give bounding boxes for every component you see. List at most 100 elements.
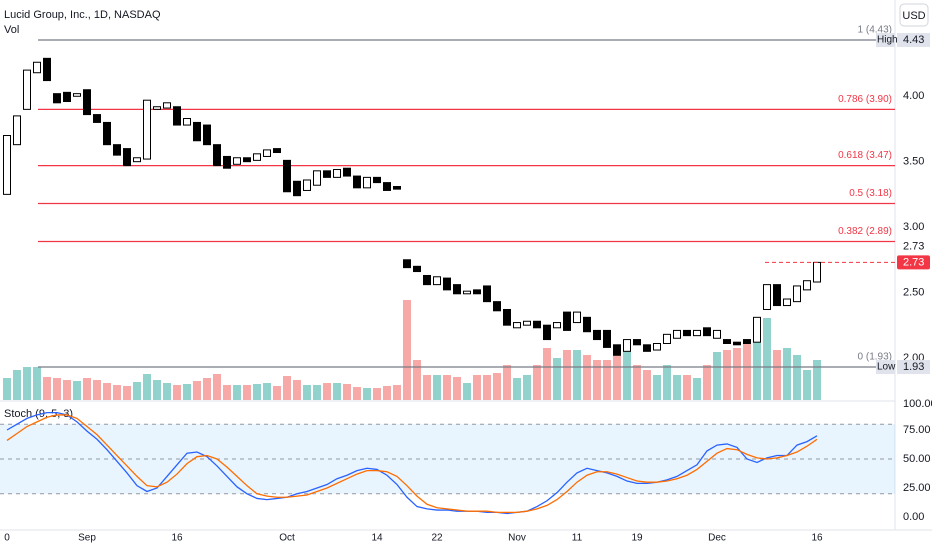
volume-bar — [703, 365, 711, 400]
candle-body — [73, 93, 81, 97]
candle-body — [173, 106, 181, 126]
volume-bar — [93, 380, 101, 400]
volume-bar — [663, 365, 671, 400]
candle-body — [233, 157, 241, 165]
currency-label[interactable]: USD — [902, 10, 925, 22]
volume-bar — [443, 375, 451, 400]
stoch-tick-label: 50.00 — [903, 453, 931, 465]
volume-bar — [763, 318, 771, 400]
time-tick-label: Oct — [279, 533, 295, 544]
candle-body — [483, 285, 491, 303]
candle-body — [563, 311, 571, 331]
low-badge-value-bg — [897, 360, 930, 375]
candle-body — [143, 99, 151, 160]
candle-body — [193, 121, 201, 142]
time-tick-label: Dec — [708, 533, 726, 544]
candle-body — [533, 320, 541, 329]
low-badge-value: 1.93 — [903, 361, 924, 373]
volume-bar — [813, 360, 821, 400]
volume-bar — [593, 360, 601, 400]
volume-bar — [453, 377, 461, 400]
high-badge-value-bg — [897, 33, 930, 48]
candle-body — [223, 155, 231, 169]
candle-body — [273, 148, 281, 154]
time-tick-label: 16 — [811, 533, 823, 544]
volume-bar — [123, 386, 131, 400]
currency-button[interactable] — [899, 3, 929, 27]
candle-body — [203, 124, 211, 146]
volume-bar — [493, 373, 501, 400]
candle-body — [383, 182, 391, 191]
candle-body — [323, 170, 331, 178]
candle-body — [13, 115, 21, 146]
candle-body — [393, 186, 401, 190]
stoch-tick-label: 75.00 — [903, 424, 931, 436]
candle-body — [813, 261, 821, 283]
candle-body — [663, 333, 671, 344]
volume-bar — [603, 360, 611, 400]
last-price-badge-text: 2.73 — [903, 256, 924, 268]
candle-body — [693, 329, 701, 337]
time-tick-label: 0 — [4, 533, 10, 544]
candle-body — [473, 289, 481, 295]
candle-body — [43, 57, 51, 82]
volume-bar — [193, 381, 201, 400]
stoch-tick-label: 25.00 — [903, 482, 931, 494]
candle-body — [403, 259, 411, 269]
volume-bar — [643, 370, 651, 400]
volume-bar — [793, 355, 801, 400]
volume-bar — [333, 383, 341, 400]
volume-bar — [523, 375, 531, 400]
volume-bar — [343, 384, 351, 400]
price-tick-label: 3.00 — [903, 221, 924, 233]
time-tick-label: 22 — [431, 533, 443, 544]
candle-body — [303, 179, 311, 191]
volume-bar — [623, 348, 631, 400]
volume-bar — [483, 375, 491, 400]
candle-body — [253, 153, 261, 161]
candle-body — [683, 329, 691, 337]
candle-body — [763, 284, 771, 310]
candle-body — [123, 148, 131, 167]
candle-body — [503, 308, 511, 326]
candle-body — [3, 135, 11, 195]
candle-body — [103, 121, 111, 146]
volume-bar — [273, 386, 281, 400]
high-badge-value: 4.43 — [903, 34, 924, 46]
candle-body — [773, 284, 781, 307]
price-tick-label: 2.50 — [903, 286, 924, 298]
volume-bar — [413, 360, 421, 400]
candle-body — [333, 169, 341, 178]
candle-body — [753, 316, 761, 343]
volume-bar — [653, 375, 661, 400]
volume-bar — [313, 385, 321, 400]
candle-body — [243, 157, 251, 163]
volume-bar — [673, 375, 681, 400]
high-badge-name-bg — [876, 33, 895, 48]
volume-bar — [163, 383, 171, 400]
volume-bar — [783, 348, 791, 400]
volume-bar — [303, 385, 311, 400]
time-tick-label: Nov — [508, 533, 526, 544]
volume-bar — [683, 375, 691, 400]
candle-body — [33, 61, 41, 74]
volume-bar — [153, 380, 161, 400]
candle-body — [603, 329, 611, 348]
volume-bar — [573, 350, 581, 400]
volume-bar — [183, 384, 191, 400]
stoch-tick-label: 0.00 — [903, 511, 924, 523]
last-price-badge — [897, 255, 930, 270]
volume-bar — [753, 318, 761, 400]
candle-body — [633, 339, 641, 346]
volume-bar — [613, 355, 621, 400]
volume-bar — [543, 348, 551, 400]
candle-body — [63, 91, 71, 103]
candle-body — [613, 344, 621, 356]
volume-bar — [383, 386, 391, 400]
candle-body — [343, 167, 351, 177]
volume-bar — [113, 385, 121, 400]
candle-body — [793, 285, 801, 303]
candle-body — [703, 327, 711, 337]
candle-body — [283, 159, 291, 193]
candle-body — [543, 324, 551, 341]
